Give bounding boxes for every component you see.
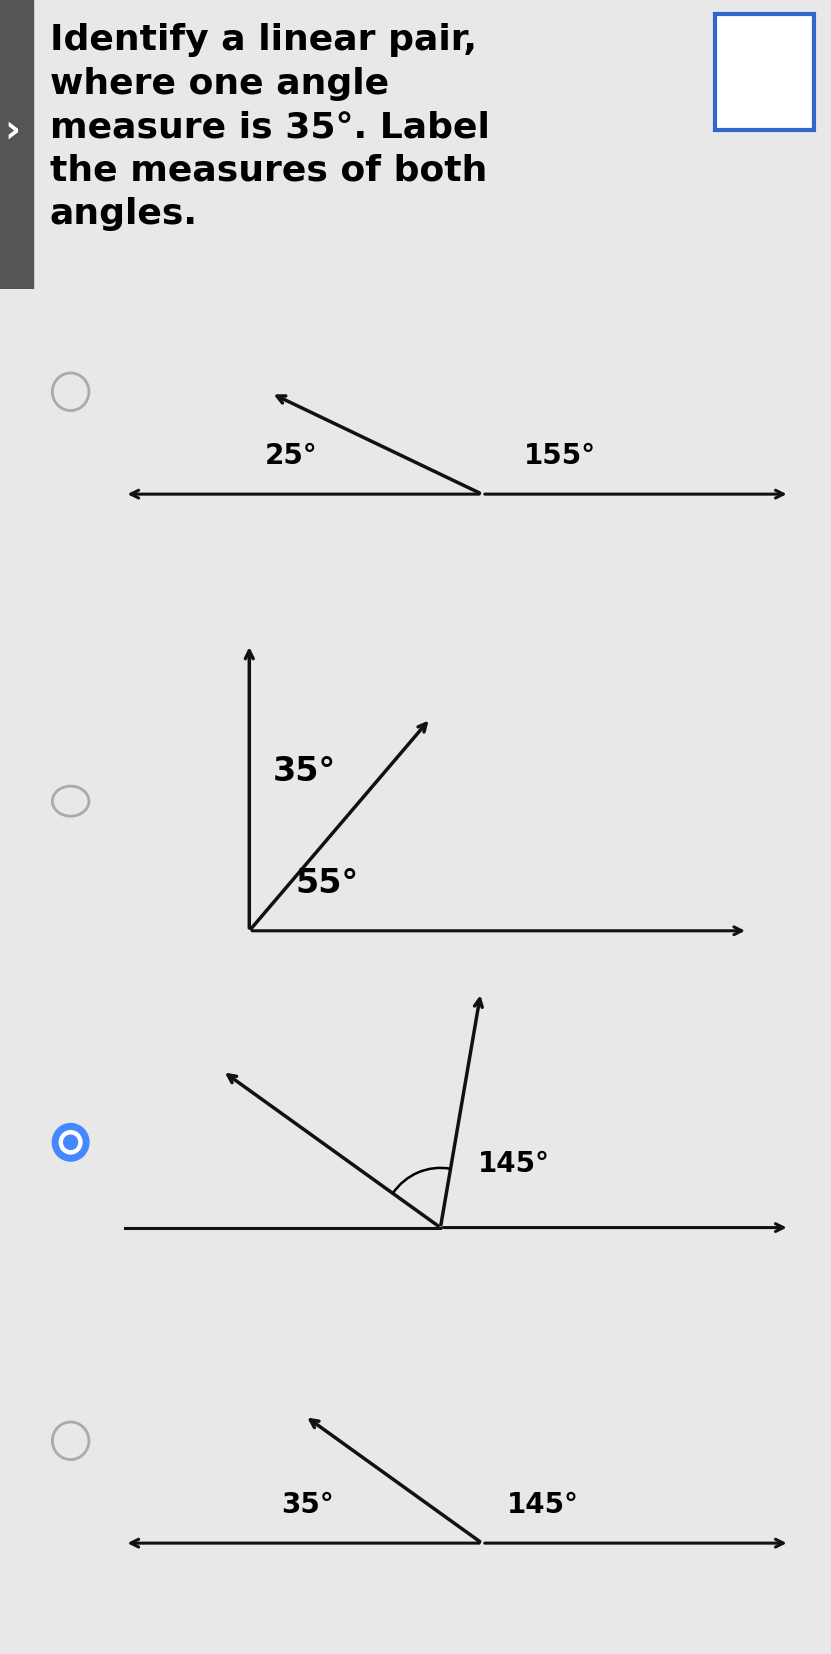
Text: 145°: 145° (478, 1150, 550, 1178)
Bar (0, 0, 33, 289)
FancyBboxPatch shape (715, 15, 814, 131)
Text: 25°: 25° (264, 442, 317, 470)
Text: 35°: 35° (273, 754, 336, 787)
Circle shape (59, 1131, 82, 1154)
Text: ›: › (4, 111, 21, 149)
Text: 55°: 55° (295, 867, 358, 900)
Circle shape (64, 1135, 77, 1150)
Text: 35°: 35° (281, 1492, 334, 1520)
Circle shape (52, 1123, 89, 1161)
Text: 155°: 155° (524, 442, 596, 470)
Text: 145°: 145° (507, 1492, 579, 1520)
Text: Identify a linear pair,
where one angle
measure is 35°. Label
the measures of bo: Identify a linear pair, where one angle … (50, 23, 489, 232)
